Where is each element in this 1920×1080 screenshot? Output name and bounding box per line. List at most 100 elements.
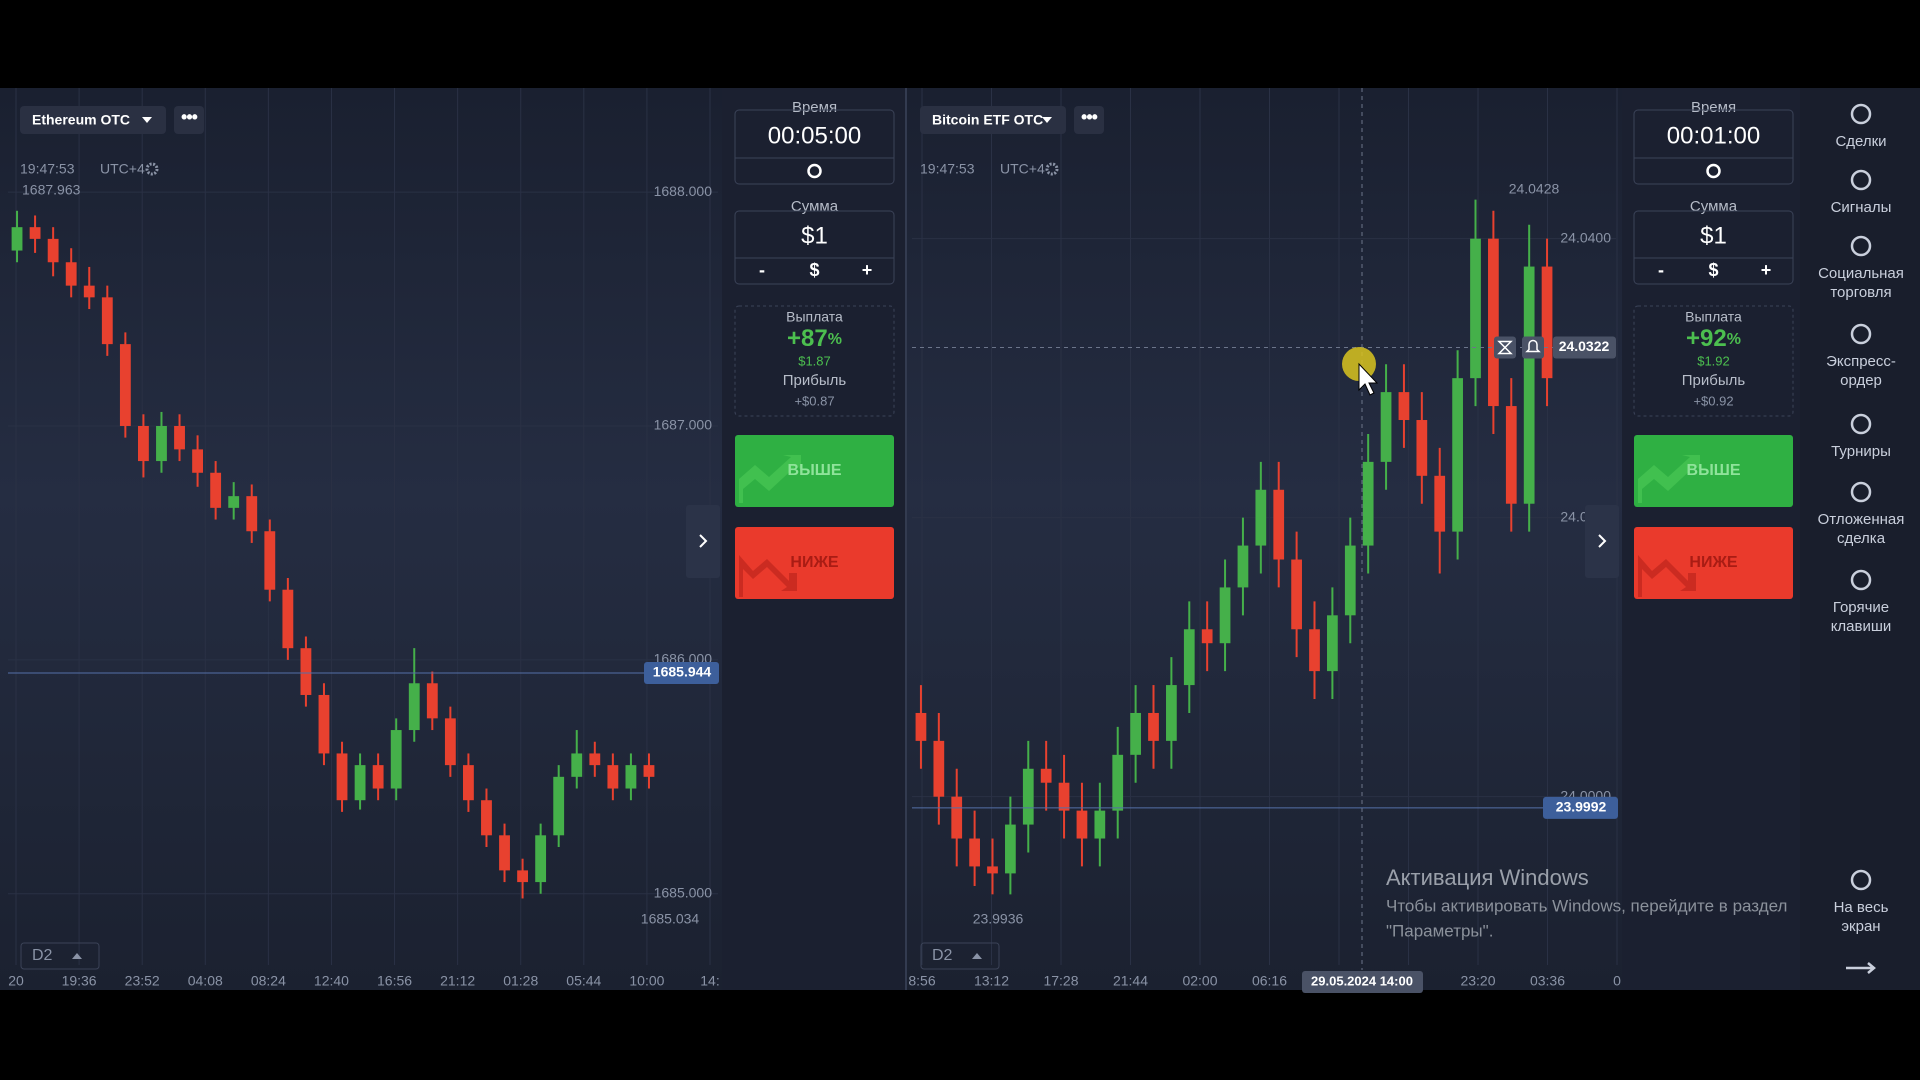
sidebar-item[interactable]: Экспресс-ордер [1826, 323, 1896, 389]
asset-name: Bitcoin ETF OTC [932, 112, 1043, 128]
amount-currency-button[interactable]: $ [1708, 260, 1718, 280]
alert-button[interactable] [1522, 336, 1544, 359]
timeframe-caret [72, 953, 82, 959]
panel-toggle[interactable] [686, 505, 720, 578]
sidebar-label: Турниры [1831, 443, 1891, 460]
payout-amount: $1.87 [798, 353, 831, 368]
time-box[interactable] [1633, 109, 1794, 185]
candle-body [1130, 712, 1141, 755]
candle-body [300, 648, 312, 695]
candle-body [1452, 378, 1463, 532]
asset-selector[interactable] [920, 106, 1066, 134]
sidebar-label: Сигналы [1831, 199, 1892, 216]
watermark-text: "Параметры". [1386, 921, 1493, 940]
x-tick-label: 14: [700, 973, 719, 989]
timeframe-button[interactable] [20, 942, 100, 970]
higher-icon [1638, 455, 1700, 503]
candle-body [1112, 754, 1124, 811]
crosshair-date-label: 29.05.2024 14:00 [1311, 973, 1413, 988]
x-tick-label: 05:44 [566, 973, 601, 989]
y-tick-label: 24.0400 [1560, 229, 1611, 245]
more-icon: ••• [181, 107, 198, 127]
amount-currency-button[interactable]: $ [809, 260, 819, 280]
sidebar-item[interactable]: Турниры [1831, 413, 1891, 460]
higher-label: ВЫШЕ [1687, 462, 1741, 479]
candle-body [1344, 545, 1356, 616]
sidebar-label: На весь [1834, 899, 1889, 916]
settings-icon[interactable] [145, 162, 159, 176]
candle-body [499, 835, 510, 871]
sidebar-item[interactable]: Социальная торговля [1818, 235, 1904, 301]
amount-value: $1 [1700, 222, 1727, 249]
sidebar-label: экран [1841, 918, 1880, 935]
candle-body [101, 297, 113, 345]
candle-body [987, 866, 998, 874]
candle-body [83, 285, 95, 298]
candle-body [138, 425, 149, 462]
sidebar-label: сделка [1837, 530, 1886, 547]
time-label: Время [1691, 99, 1736, 116]
x-tick-label: 23:52 [125, 973, 160, 989]
asset-selector[interactable] [20, 106, 166, 134]
profit-label: Прибыль [1682, 372, 1746, 389]
sidebar-item[interactable]: Сделки [1835, 103, 1887, 150]
lower-button[interactable] [1634, 527, 1793, 599]
time-box[interactable] [734, 109, 895, 185]
x-tick-label: 13:12 [974, 973, 1009, 989]
candle-body [1398, 392, 1410, 421]
x-tick-label: 0 [1613, 973, 1621, 989]
profit-label: Прибыль [783, 372, 847, 389]
collapse-arrow[interactable] [1846, 962, 1876, 974]
candle-body [1434, 475, 1446, 532]
settings-icon[interactable] [1045, 162, 1059, 176]
candle-body [1201, 629, 1213, 644]
timeframe-button[interactable] [920, 942, 1000, 970]
low-label: 1685.034 [641, 911, 700, 927]
candle-body [29, 227, 41, 239]
higher-button[interactable] [1634, 435, 1793, 507]
sidebar-item[interactable]: Горячие клавиши [1831, 569, 1892, 635]
candle-body [119, 344, 131, 426]
candle-body [1470, 238, 1481, 379]
candle-body [571, 753, 583, 777]
candle-body [1291, 559, 1302, 630]
timezone: UTC+4 [100, 161, 145, 177]
candle-body [915, 712, 927, 741]
lower-icon [1638, 555, 1696, 597]
amount-minus-button[interactable]: - [1658, 260, 1664, 280]
sidebar-item[interactable]: Отложенная сделка [1818, 481, 1905, 547]
candle-body [1505, 406, 1517, 504]
candle-body [1148, 712, 1159, 741]
candle-body [1166, 685, 1177, 741]
candle-body [517, 870, 528, 883]
candle-body [228, 496, 240, 508]
x-tick-label: 23:20 [1460, 973, 1495, 989]
more-button[interactable] [1074, 106, 1104, 134]
amount-plus-button[interactable]: + [1761, 260, 1772, 280]
sidebar-item[interactable]: На весь экран [1834, 869, 1889, 935]
higher-icon [739, 455, 801, 503]
hourglass-icon [1497, 340, 1513, 355]
candle-body [1523, 266, 1535, 504]
amount-box[interactable] [1633, 210, 1794, 285]
sidebar-item[interactable]: Сигналы [1831, 169, 1892, 216]
x-tick-label: 03:36 [1530, 973, 1565, 989]
lower-button[interactable] [735, 527, 894, 599]
candle-body [65, 262, 77, 286]
sidebar-label: Отложенная [1818, 511, 1905, 528]
time-value: 00:01:00 [1667, 122, 1760, 149]
panel-toggle[interactable] [1585, 505, 1619, 578]
payout-label: Выплата [1685, 309, 1742, 325]
candle-body [1488, 238, 1499, 407]
higher-button[interactable] [735, 435, 894, 507]
amount-plus-button[interactable]: + [862, 260, 873, 280]
amount-minus-button[interactable]: - [759, 260, 765, 280]
candle-body [210, 472, 222, 508]
amount-box[interactable] [734, 210, 895, 285]
crosshair-price-box [1553, 336, 1616, 359]
more-button[interactable] [174, 106, 204, 134]
asset-name: Ethereum OTC [32, 112, 130, 128]
candle-body [607, 765, 619, 789]
